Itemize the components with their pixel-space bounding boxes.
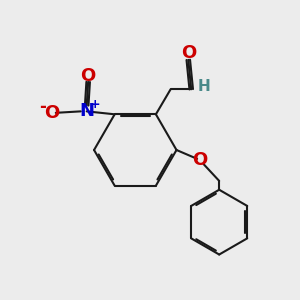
Text: O: O — [44, 104, 59, 122]
Text: -: - — [39, 98, 46, 116]
Text: O: O — [80, 67, 96, 85]
Text: O: O — [181, 44, 196, 62]
Text: O: O — [192, 151, 208, 169]
Text: N: N — [79, 102, 94, 120]
Text: +: + — [90, 98, 100, 111]
Text: H: H — [197, 80, 210, 94]
